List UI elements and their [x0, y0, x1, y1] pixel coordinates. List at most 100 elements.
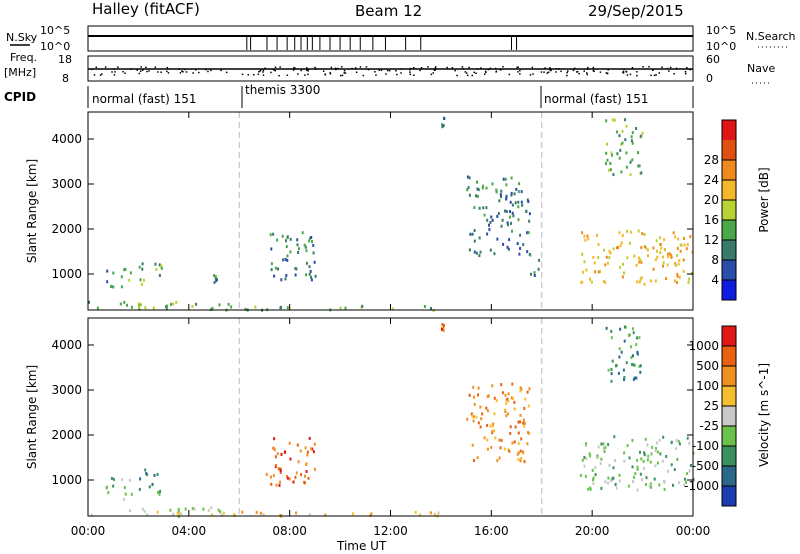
- x-tick-label: 04:00: [172, 524, 207, 538]
- echo-cell: [592, 255, 595, 259]
- echo-cell: [666, 263, 669, 267]
- echo-cell: [605, 151, 608, 155]
- echo-cell: [608, 249, 611, 253]
- echo-cell: [662, 255, 664, 259]
- echo-cell: [153, 473, 156, 477]
- echo-cell: [274, 266, 277, 270]
- echo-cell: [638, 164, 641, 168]
- echo-cell: [676, 254, 679, 257]
- echo-cell: [510, 221, 512, 225]
- nave-dot: [531, 66, 534, 69]
- echo-cell: [146, 513, 149, 517]
- colorbar-segment: [722, 280, 736, 301]
- nave-dot: [427, 66, 429, 68]
- nave-dot: [286, 74, 289, 76]
- velocity-ylabel: Slant Range [km]: [25, 365, 39, 469]
- echo-cell: [680, 243, 683, 247]
- nave-dot: [182, 71, 184, 73]
- echo-cell: [677, 262, 680, 266]
- echo-cell: [525, 209, 528, 213]
- echo-cell: [466, 175, 469, 179]
- echo-cell: [504, 209, 506, 213]
- echo-cell: [512, 397, 514, 401]
- echo-cell: [673, 468, 676, 472]
- x-tick-label: 12:00: [373, 524, 408, 538]
- nave-dot: [592, 66, 595, 69]
- echo-cell: [609, 251, 612, 255]
- echo-cell: [130, 305, 133, 309]
- echo-cell: [195, 302, 198, 306]
- echo-cell: [593, 261, 596, 265]
- nave-dot: [519, 73, 521, 75]
- nave-dot: [93, 74, 96, 76]
- echo-cell: [482, 184, 485, 188]
- echo-cell: [313, 442, 316, 446]
- echo-cell: [600, 457, 603, 461]
- nave-dot: [583, 70, 585, 72]
- echo-cell: [518, 252, 521, 256]
- colorbar-segment: [722, 446, 736, 467]
- echo-cell: [640, 260, 643, 264]
- echo-cell: [678, 442, 681, 446]
- echo-cell: [119, 302, 122, 306]
- echo-cell: [688, 441, 691, 445]
- echo-cell: [581, 270, 584, 274]
- echo-cell: [583, 464, 586, 468]
- echo-cell: [687, 280, 690, 284]
- echo-cell: [636, 465, 639, 469]
- echo-cell: [227, 302, 230, 306]
- echo-cell: [689, 235, 692, 239]
- echo-cell: [177, 512, 180, 516]
- echo-cell: [121, 478, 124, 482]
- echo-cell: [480, 417, 483, 421]
- echo-cell: [637, 256, 640, 260]
- echo-cell: [530, 272, 532, 276]
- echo-cell: [513, 407, 516, 411]
- nave-dot: [341, 66, 343, 68]
- echo-cell: [156, 472, 159, 476]
- echo-cell: [608, 463, 611, 467]
- nave-dot: [631, 67, 634, 69]
- echo-cell: [123, 497, 126, 501]
- echo-cell: [628, 456, 631, 460]
- echo-cell: [638, 336, 641, 340]
- echo-cell: [466, 417, 469, 421]
- nave-dot: [329, 72, 331, 74]
- colorbar-segment: [722, 260, 736, 281]
- nave-dot: [262, 74, 265, 76]
- echo-cell: [126, 303, 128, 307]
- echo-cell: [650, 452, 653, 456]
- nave-dot: [629, 73, 632, 76]
- echo-cell: [509, 432, 512, 435]
- echo-cell: [143, 509, 146, 513]
- echo-cell: [486, 232, 489, 236]
- echo-cell: [625, 151, 628, 155]
- echo-cell: [632, 475, 635, 479]
- echo-cell: [630, 356, 633, 359]
- echo-cell: [509, 200, 512, 204]
- velocity-echoes: [90, 318, 695, 518]
- echo-cell: [604, 280, 606, 284]
- nave-dot: [241, 73, 244, 76]
- nave-dot: [685, 72, 687, 75]
- echo-cell: [244, 307, 247, 311]
- echo-cell: [635, 343, 638, 347]
- echo-cell: [599, 462, 602, 465]
- echo-cell: [528, 212, 531, 216]
- echo-cell: [472, 385, 475, 389]
- echo-cell: [526, 390, 529, 394]
- echo-cell: [429, 511, 432, 515]
- echo-cell: [418, 513, 421, 517]
- nave-dot: [278, 74, 280, 77]
- echo-cell: [527, 404, 530, 408]
- nave-dot: [648, 66, 650, 68]
- nave-dot: [292, 69, 295, 71]
- echo-cell: [623, 376, 626, 379]
- nave-dot: [566, 74, 568, 77]
- echo-cell: [613, 435, 616, 439]
- nave-dot: [365, 66, 368, 68]
- echo-cell: [441, 323, 444, 326]
- echo-cell: [491, 384, 494, 388]
- echo-cell: [274, 455, 277, 459]
- nave-dot: [195, 69, 197, 71]
